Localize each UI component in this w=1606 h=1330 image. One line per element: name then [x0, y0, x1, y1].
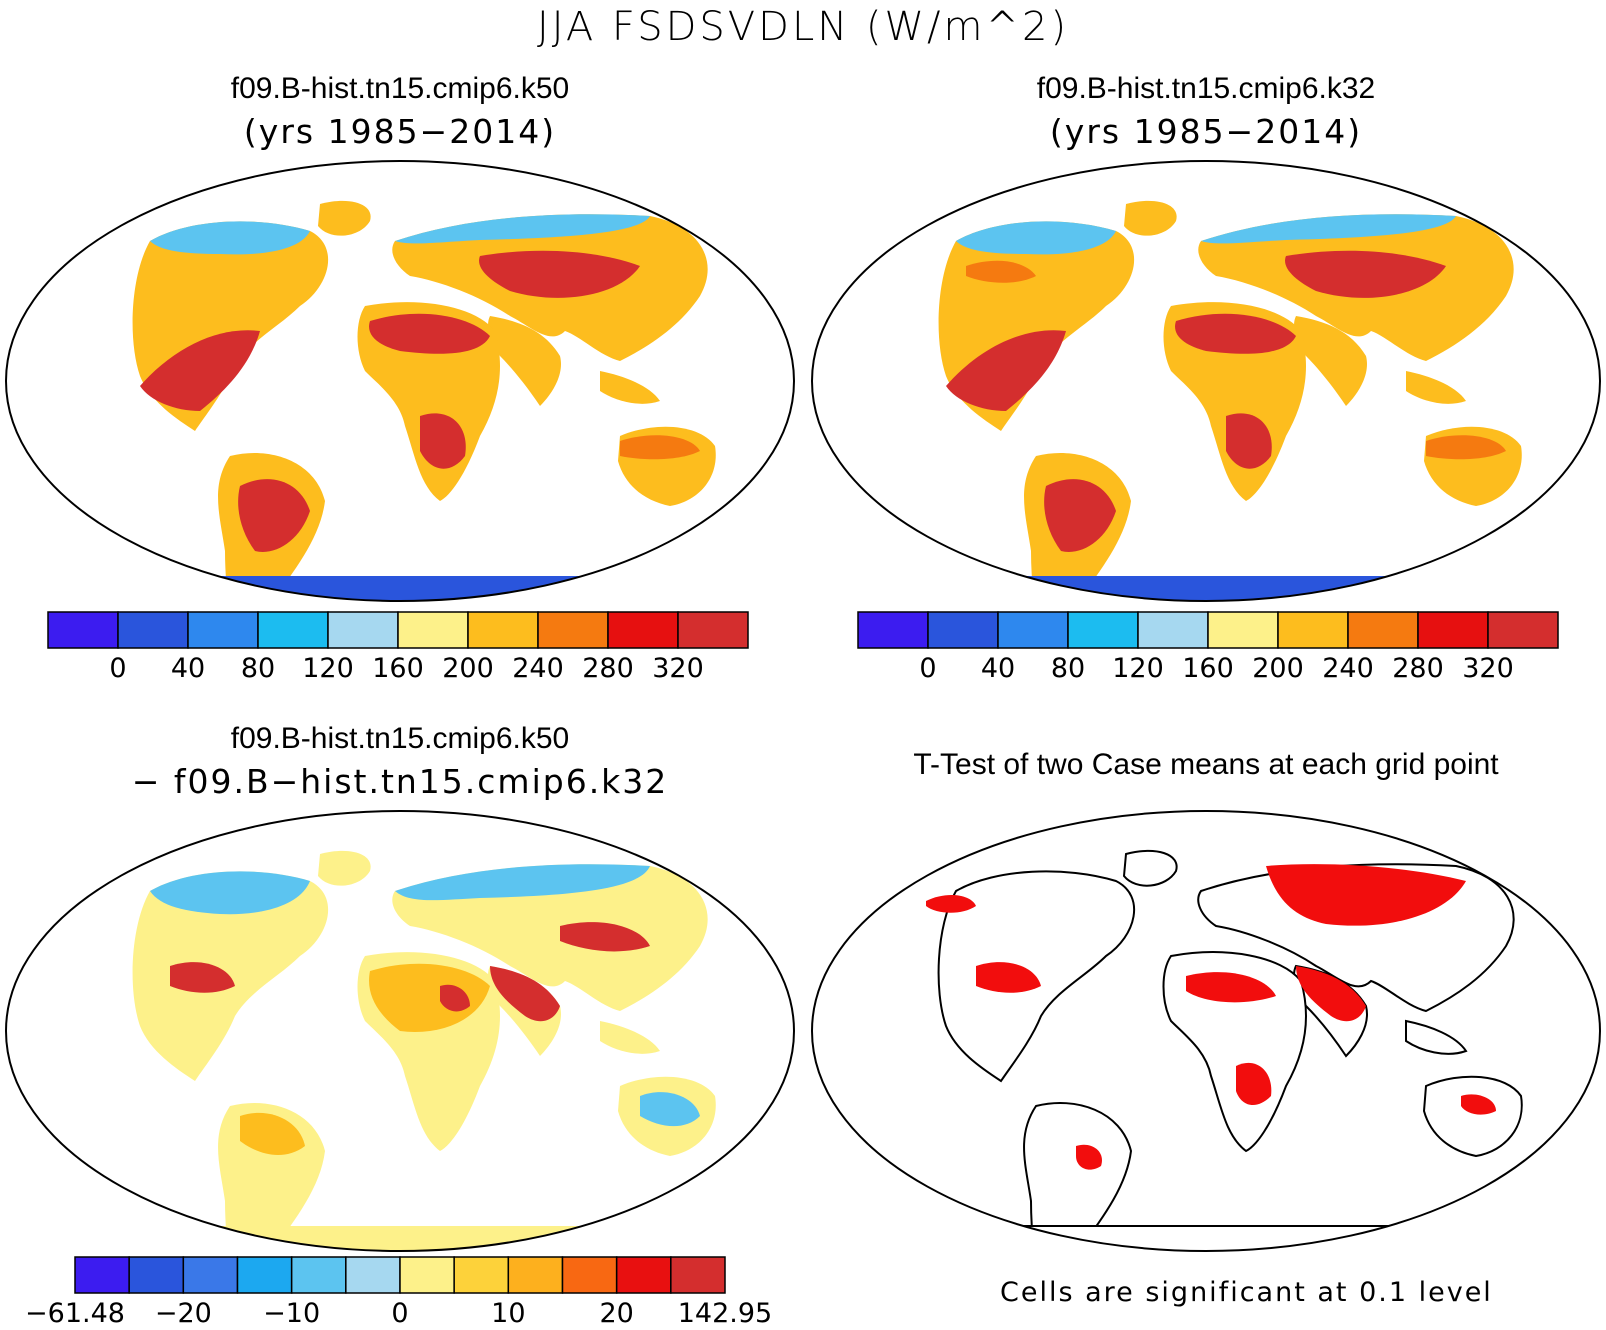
colorbar-swatch [128, 1256, 185, 1294]
panel-1-title: f09.B-hist.tn15.cmip6.k50 [230, 72, 570, 105]
colorbar-swatch [74, 1256, 130, 1294]
colorbar-tick-label: 40 [981, 653, 1015, 684]
colorbar-tick-label: 240 [1322, 653, 1374, 684]
colorbar-tick-label: 320 [652, 653, 704, 684]
colorbar-tick-label: 80 [241, 653, 275, 684]
colorbar-tick-label: 240 [512, 653, 564, 684]
colorbar-tick-label: 160 [372, 653, 424, 684]
panel-1-subtitle: (yrs 1985−2014) [243, 112, 557, 151]
colorbar-swatch [397, 611, 469, 649]
colorbar-panel-1: 0 40 80 120 160 200 240 280 320 [47, 611, 749, 684]
colorbar-tick-label: 20 [599, 1298, 633, 1329]
colorbar-swatch [187, 611, 259, 649]
colorbar-tick-label: 120 [302, 653, 354, 684]
colorbar-swatch [345, 1256, 401, 1294]
colorbar-tick-label: 0 [391, 1298, 408, 1329]
colorbar-swatch [561, 1256, 618, 1294]
map-panel-2 [811, 160, 1601, 602]
colorbar-swatch [607, 611, 679, 649]
colorbar-tick-label: 200 [1252, 653, 1304, 684]
panel-3-title: f09.B-hist.tn15.cmip6.k50 [230, 722, 570, 755]
colorbar-swatch [182, 1256, 239, 1294]
colorbar-swatch [1277, 611, 1349, 649]
colorbar-tick-label: 40 [171, 653, 205, 684]
colorbar-tick-label: 80 [1051, 653, 1085, 684]
colorbar-swatch [677, 611, 749, 649]
colorbar-tick-label: −20 [155, 1298, 212, 1329]
colorbar-tick-label: 200 [442, 653, 494, 684]
colorbar-swatch [453, 1256, 510, 1294]
colorbar-swatch [537, 611, 609, 649]
colorbar-tick-label: 280 [1392, 653, 1444, 684]
colorbar-tick-label: 142.95 [678, 1298, 772, 1329]
colorbar-swatch [236, 1256, 293, 1294]
colorbar-tick-label: 0 [919, 653, 936, 684]
colorbar-swatch [117, 611, 189, 649]
colorbar-swatch [1067, 611, 1139, 649]
panel-4-title: T-Test of two Case means at each grid po… [913, 748, 1499, 781]
map-panel-3 [5, 810, 795, 1252]
map-panel-4 [811, 810, 1601, 1252]
colorbar-swatch [1137, 611, 1209, 649]
panel-3-subtitle: − f09.B−hist.tn15.cmip6.k32 [131, 762, 669, 801]
colorbar-panel-3: −61.48 −20 −10 0 10 20 142.95 [25, 1256, 772, 1329]
colorbar-tick-label: 280 [582, 653, 634, 684]
colorbar-swatch [670, 1256, 726, 1294]
colorbar-swatch [290, 1256, 347, 1294]
colorbar-tick-label: −10 [263, 1298, 320, 1329]
colorbar-tick-label: 320 [1462, 653, 1514, 684]
colorbar-tick-label: 160 [1182, 653, 1234, 684]
colorbar-swatch [257, 611, 329, 649]
panel-2-subtitle: (yrs 1985−2014) [1049, 112, 1363, 151]
colorbar-tick-label: 120 [1112, 653, 1164, 684]
panel-2-title: f09.B-hist.tn15.cmip6.k32 [1036, 72, 1376, 105]
colorbar-swatch [1207, 611, 1279, 649]
colorbar-swatch [399, 1256, 455, 1294]
colorbar-swatch [1487, 611, 1559, 649]
colorbar-tick-label: 10 [491, 1298, 525, 1329]
colorbar-swatch [927, 611, 999, 649]
figure-title: JJA FSDSVDLN (W/m^2) [536, 4, 1070, 50]
colorbar-swatch [507, 1256, 564, 1294]
colorbar-tick-label: 0 [109, 653, 126, 684]
colorbar-swatch [47, 611, 119, 649]
colorbar-swatch [1417, 611, 1489, 649]
colorbar-swatch [1347, 611, 1419, 649]
colorbar-swatch [997, 611, 1069, 649]
colorbar-swatch [857, 611, 929, 649]
significance-note: Cells are significant at 0.1 level [1000, 1277, 1493, 1308]
colorbar-swatch [327, 611, 399, 649]
colorbar-tick-label: −61.48 [25, 1298, 125, 1329]
colorbar-swatch [467, 611, 539, 649]
colorbar-swatch [615, 1256, 672, 1294]
colorbar-panel-2: 0 40 80 120 160 200 240 280 320 [857, 611, 1559, 684]
map-panel-1 [5, 160, 795, 602]
